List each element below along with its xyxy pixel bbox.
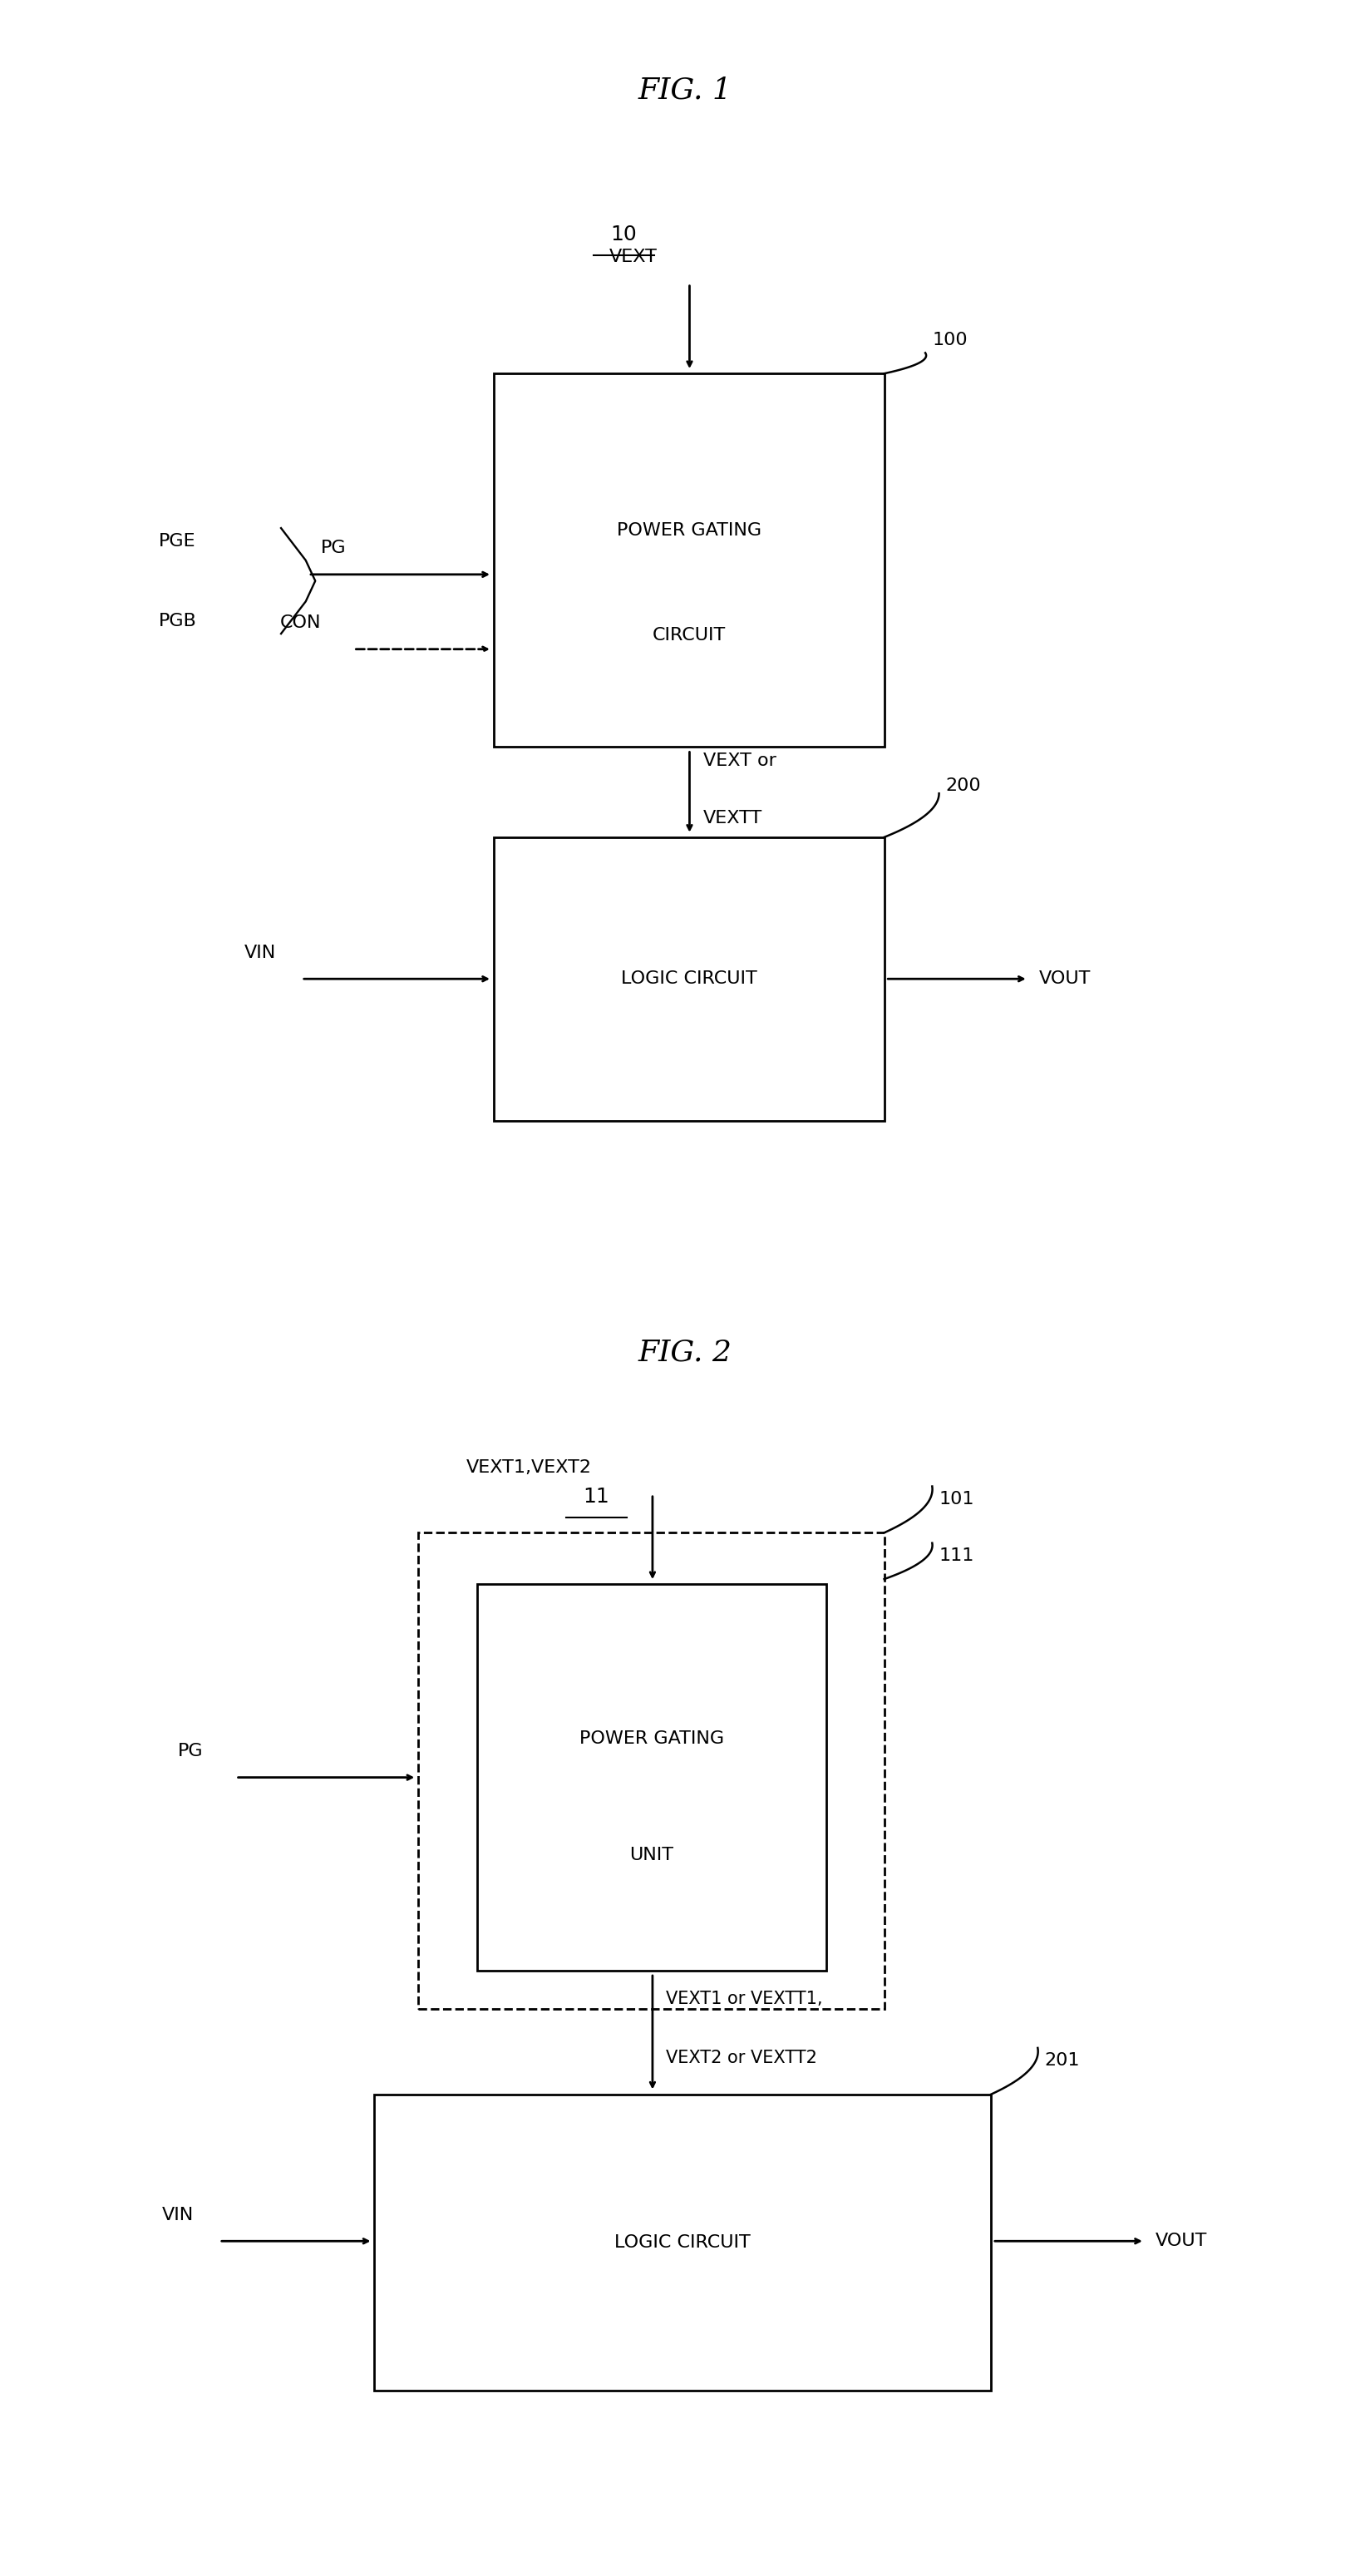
Bar [374,2094,991,2391]
Text: CON: CON [279,616,321,631]
Text: POWER GATING: POWER GATING [616,523,760,538]
Text: VEXT2 or VEXTT2: VEXT2 or VEXTT2 [666,2050,817,2066]
Text: VIN: VIN [162,2208,193,2223]
Text: LOGIC CIRCUIT: LOGIC CIRCUIT [621,971,756,987]
Text: VEXTT: VEXTT [703,809,762,827]
Text: VEXT1 or VEXTT1,: VEXT1 or VEXTT1, [666,1991,822,2007]
Text: VIN: VIN [244,945,275,961]
Text: FIG. 2: FIG. 2 [638,1340,732,1365]
Text: FIG. 1: FIG. 1 [638,77,732,103]
Bar [493,374,884,747]
Text: LOGIC CIRCUIT: LOGIC CIRCUIT [614,2233,751,2251]
Text: VEXT1,VEXT2: VEXT1,VEXT2 [466,1461,592,1476]
Text: 111: 111 [938,1548,974,1564]
Bar [493,837,884,1121]
Text: VOUT: VOUT [1038,971,1091,987]
Text: PG: PG [178,1744,204,1759]
Text: PGE: PGE [159,533,196,549]
Text: VOUT: VOUT [1155,2233,1207,2249]
Text: PG: PG [321,541,347,556]
Text: 101: 101 [938,1492,974,1507]
Text: 200: 200 [945,778,981,793]
Bar [418,1533,884,2009]
Bar [477,1584,826,1971]
Text: 11: 11 [582,1486,610,1507]
Text: CIRCUIT: CIRCUIT [652,626,725,644]
Text: 201: 201 [1044,2053,1080,2069]
Text: VEXT or: VEXT or [703,752,775,770]
Text: 10: 10 [610,224,637,245]
Text: PGB: PGB [159,613,197,629]
Text: VEXT: VEXT [608,250,658,265]
Text: 100: 100 [932,332,967,348]
Text: UNIT: UNIT [629,1847,674,1862]
Text: POWER GATING: POWER GATING [580,1731,723,1747]
